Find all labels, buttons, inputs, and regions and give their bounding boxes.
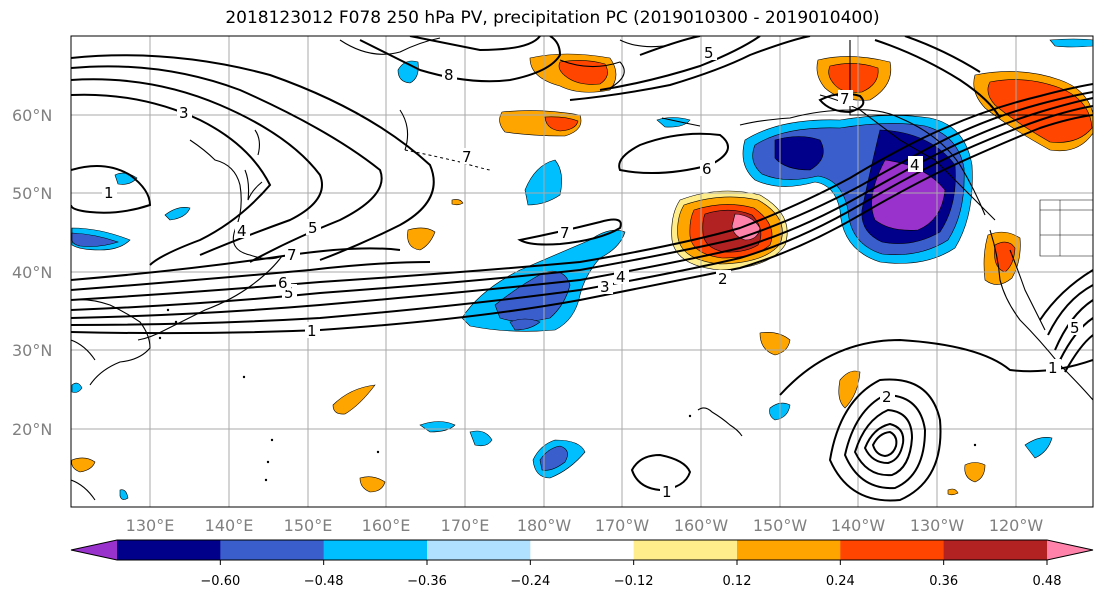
svg-text:7: 7 [462, 148, 472, 166]
svg-text:7: 7 [840, 90, 850, 108]
svg-text:5: 5 [308, 219, 318, 237]
svg-text:1: 1 [1048, 359, 1058, 377]
colorbar-segments [117, 540, 1048, 560]
lon-label-180w: 180°W [517, 516, 572, 535]
colorbar: −0.60 −0.48 −0.36 −0.24 −0.12 0.12 0.24 0.36 0.4… [70, 539, 1094, 589]
colorbar-tick-label: 0.48 [1033, 574, 1062, 589]
colorbar-tick-label: −0.12 [614, 574, 654, 589]
lat-label-50n: 50°N [12, 184, 52, 203]
lon-label-170w: 170°W [595, 516, 650, 535]
colorbar-segment [530, 540, 635, 560]
svg-text:6: 6 [278, 274, 288, 292]
colorbar-segment [633, 540, 738, 560]
lon-label-170e: 170°E [441, 516, 490, 535]
colorbar-segment [220, 540, 325, 560]
map-gridlines [71, 36, 1093, 507]
colorbar-segment [427, 540, 531, 560]
colorbar-segment [840, 540, 945, 560]
islands [158, 308, 977, 482]
svg-text:6: 6 [702, 160, 712, 178]
lon-label-140w: 140°W [831, 516, 886, 535]
lat-label-30n: 30°N [12, 341, 52, 360]
lon-label-160w: 160°W [674, 516, 729, 535]
lon-label-130w: 130°W [910, 516, 965, 535]
lon-label-130e: 130°E [126, 516, 175, 535]
colorbar-tick-label: 0.24 [826, 574, 855, 589]
svg-text:5: 5 [1070, 319, 1080, 337]
colorbar-tick-label: −0.48 [304, 574, 344, 589]
svg-text:3: 3 [600, 278, 610, 296]
map-frame [70, 35, 1094, 508]
lon-label-150e: 150°E [284, 516, 333, 535]
colorbar-tick-label: 0.36 [929, 574, 958, 589]
colorbar-tick-label: 0.12 [723, 574, 752, 589]
colorbar-segment [943, 540, 1048, 560]
lon-label-140e: 140°E [205, 516, 254, 535]
colorbar-segment [117, 540, 221, 560]
svg-text:5: 5 [284, 284, 294, 302]
lon-label-160e: 160°E [362, 516, 411, 535]
colorbar-tick-label: −0.36 [407, 574, 447, 589]
lat-label-20n: 20°N [12, 420, 52, 439]
svg-text:1: 1 [662, 483, 672, 501]
lat-label-60n: 60°N [12, 106, 52, 125]
colorbar-segment [737, 540, 841, 560]
svg-text:1: 1 [104, 184, 114, 202]
latitude-labels: 60°N 50°N 40°N 30°N 20°N [12, 106, 52, 439]
pv-contours [71, 36, 1093, 502]
map-title: 2018123012 F078 250 hPa PV, precipitatio… [225, 8, 880, 28]
colorbar-segment [323, 540, 428, 560]
lat-label-40n: 40°N [12, 263, 52, 282]
svg-text:7: 7 [560, 224, 570, 242]
svg-text:1: 1 [307, 322, 317, 340]
svg-text:2: 2 [882, 388, 892, 406]
map-plot-area: 1 1 1 1 2 2 3 3 4 4 4 5 5 5 [71, 36, 1093, 507]
svg-text:8: 8 [444, 66, 454, 84]
colorbar-tick-label: −0.60 [200, 574, 240, 589]
colorbar-extend-high [1047, 540, 1093, 560]
longitude-labels: 130°E 140°E 150°E 160°E 170°E 180°W 170°… [126, 516, 1044, 535]
svg-text:5: 5 [704, 44, 714, 62]
svg-text:4: 4 [910, 156, 920, 174]
lon-label-150w: 150°W [753, 516, 808, 535]
svg-text:3: 3 [179, 104, 189, 122]
lon-label-120w: 120°W [989, 516, 1044, 535]
svg-text:2: 2 [718, 270, 728, 288]
contour-labels: 1 1 1 1 2 2 3 3 4 4 4 5 5 5 [102, 44, 1083, 501]
svg-text:7: 7 [287, 246, 297, 264]
colorbar-tick-label: −0.24 [510, 574, 550, 589]
colorbar-extend-low [71, 540, 117, 560]
svg-text:4: 4 [616, 268, 626, 286]
svg-text:4: 4 [237, 222, 247, 240]
colorbar-labels: −0.60 −0.48 −0.36 −0.24 −0.12 0.12 0.24 0.36 0.4… [200, 560, 1062, 589]
